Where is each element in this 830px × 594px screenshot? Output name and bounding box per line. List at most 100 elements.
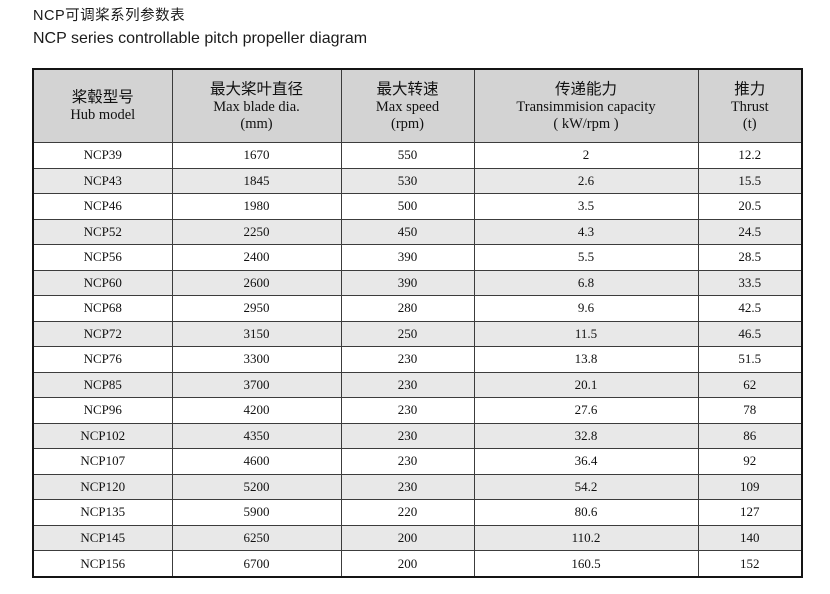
capacity-cell: 6.8 — [473, 269, 699, 296]
blade-dia-cell: 6700 — [171, 550, 342, 578]
col-header-zh: 推力 — [734, 80, 766, 98]
hub-model-cell: NCP102 — [32, 422, 173, 449]
max-speed-cell: 200 — [340, 550, 475, 578]
table-row: NCP96 4200 230 27.6 78 — [32, 397, 803, 424]
hub-model-cell: NCP85 — [32, 371, 173, 398]
col-header-max-speed: 最大转速 Max speed (rpm) — [340, 68, 475, 143]
capacity-cell: 54.2 — [473, 473, 699, 500]
blade-dia-cell: 4600 — [171, 448, 342, 475]
table-row: NCP52 2250 450 4.3 24.5 — [32, 218, 803, 245]
col-header-unit: (rpm) — [390, 115, 424, 132]
capacity-cell: 5.5 — [473, 244, 699, 271]
hub-model-cell: NCP156 — [32, 550, 173, 578]
blade-dia-cell: 4350 — [171, 422, 342, 449]
capacity-cell: 3.5 — [473, 193, 699, 220]
hub-model-cell: NCP135 — [32, 499, 173, 526]
thrust-cell: 78 — [697, 397, 803, 424]
table-row: NCP102 4350 230 32.8 86 — [32, 422, 803, 449]
col-header-en: Transimmision capacity — [516, 99, 656, 116]
capacity-cell: 110.2 — [473, 524, 699, 551]
table-row: NCP46 1980 500 3.5 20.5 — [32, 193, 803, 220]
max-speed-cell: 230 — [340, 473, 475, 500]
hub-model-cell: NCP46 — [32, 193, 173, 220]
col-header-en: Hub model — [70, 107, 136, 124]
capacity-cell: 13.8 — [473, 346, 699, 373]
table-row: NCP43 1845 530 2.6 15.5 — [32, 167, 803, 194]
col-header-unit: (mm) — [240, 115, 273, 132]
hub-model-cell: NCP52 — [32, 218, 173, 245]
blade-dia-cell: 6250 — [171, 524, 342, 551]
page-title-en: NCP series controllable pitch propeller … — [33, 30, 368, 48]
page-titles: NCP可调桨系列参数表 NCP series controllable pitc… — [33, 6, 367, 50]
col-header-unit: (t) — [742, 115, 757, 132]
table-row: NCP145 6250 200 110.2 140 — [32, 524, 803, 551]
col-header-hub-model: 桨毂型号 Hub model — [32, 68, 173, 143]
max-speed-cell: 230 — [340, 422, 475, 449]
thrust-cell: 46.5 — [697, 320, 803, 347]
blade-dia-cell: 5900 — [171, 499, 342, 526]
blade-dia-cell: 2250 — [171, 218, 342, 245]
capacity-cell: 36.4 — [473, 448, 699, 475]
hub-model-cell: NCP43 — [32, 167, 173, 194]
thrust-cell: 51.5 — [697, 346, 803, 373]
thrust-cell: 62 — [697, 371, 803, 398]
max-speed-cell: 500 — [340, 193, 475, 220]
blade-dia-cell: 3700 — [171, 371, 342, 398]
hub-model-cell: NCP96 — [32, 397, 173, 424]
blade-dia-cell: 1670 — [171, 142, 342, 169]
max-speed-cell: 200 — [340, 524, 475, 551]
thrust-cell: 15.5 — [697, 167, 803, 194]
thrust-cell: 28.5 — [697, 244, 803, 271]
thrust-cell: 140 — [697, 524, 803, 551]
table-row: NCP120 5200 230 54.2 109 — [32, 473, 803, 500]
col-header-en: Thrust — [730, 99, 769, 116]
table-row: NCP76 3300 230 13.8 51.5 — [32, 346, 803, 373]
hub-model-cell: NCP76 — [32, 346, 173, 373]
capacity-cell: 160.5 — [473, 550, 699, 578]
max-speed-cell: 450 — [340, 218, 475, 245]
max-speed-cell: 280 — [340, 295, 475, 322]
thrust-cell: 109 — [697, 473, 803, 500]
table-row: NCP60 2600 390 6.8 33.5 — [32, 269, 803, 296]
hub-model-cell: NCP72 — [32, 320, 173, 347]
table-body: NCP39 1670 550 2 12.2 NCP43 1845 530 2.6 15.5 NCP4… — [32, 142, 803, 578]
table-row: NCP156 6700 200 160.5 152 — [32, 550, 803, 578]
header-row: 桨毂型号 Hub model 最大桨叶直径 Max blade dia. (mm… — [32, 68, 803, 143]
page-title-zh: NCP可调桨系列参数表 — [33, 8, 186, 24]
capacity-cell: 9.6 — [473, 295, 699, 322]
col-header-unit: ( kW/rpm ) — [553, 115, 619, 132]
col-header-blade-dia: 最大桨叶直径 Max blade dia. (mm) — [171, 68, 342, 143]
hub-model-cell: NCP107 — [32, 448, 173, 475]
hub-model-cell: NCP68 — [32, 295, 173, 322]
max-speed-cell: 550 — [340, 142, 475, 169]
max-speed-cell: 230 — [340, 448, 475, 475]
col-header-zh: 桨毂型号 — [71, 88, 134, 106]
blade-dia-cell: 2600 — [171, 269, 342, 296]
blade-dia-cell: 1845 — [171, 167, 342, 194]
max-speed-cell: 220 — [340, 499, 475, 526]
capacity-cell: 4.3 — [473, 218, 699, 245]
thrust-cell: 152 — [697, 550, 803, 578]
hub-model-cell: NCP60 — [32, 269, 173, 296]
blade-dia-cell: 5200 — [171, 473, 342, 500]
blade-dia-cell: 3300 — [171, 346, 342, 373]
capacity-cell: 2.6 — [473, 167, 699, 194]
max-speed-cell: 390 — [340, 244, 475, 271]
hub-model-cell: NCP56 — [32, 244, 173, 271]
max-speed-cell: 530 — [340, 167, 475, 194]
capacity-cell: 20.1 — [473, 371, 699, 398]
max-speed-cell: 250 — [340, 320, 475, 347]
max-speed-cell: 390 — [340, 269, 475, 296]
col-header-en: Max speed — [375, 99, 440, 116]
thrust-cell: 127 — [697, 499, 803, 526]
col-header-zh: 最大转速 — [376, 80, 439, 98]
table-row: NCP85 3700 230 20.1 62 — [32, 371, 803, 398]
table-row: NCP39 1670 550 2 12.2 — [32, 142, 803, 169]
capacity-cell: 11.5 — [473, 320, 699, 347]
blade-dia-cell: 1980 — [171, 193, 342, 220]
table-row: NCP135 5900 220 80.6 127 — [32, 499, 803, 526]
hub-model-cell: NCP39 — [32, 142, 173, 169]
col-header-en: Max blade dia. — [213, 99, 300, 116]
thrust-cell: 24.5 — [697, 218, 803, 245]
hub-model-cell: NCP145 — [32, 524, 173, 551]
